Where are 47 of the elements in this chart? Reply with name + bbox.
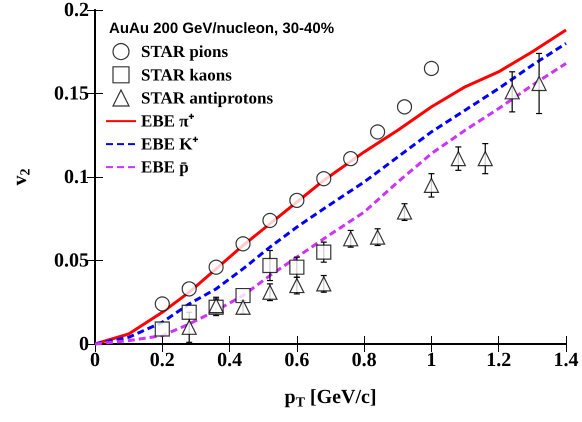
- x-tick-label: 0.8: [352, 349, 377, 371]
- point: [262, 212, 278, 228]
- point: [262, 284, 278, 300]
- point: [316, 171, 332, 186]
- point: [450, 151, 466, 166]
- y-tick-label: 0.2: [64, 0, 89, 21]
- point: [343, 231, 358, 246]
- legend-label: EBE π⁺: [141, 112, 195, 131]
- point: [504, 84, 520, 100]
- point: [424, 60, 440, 76]
- point: [235, 300, 251, 315]
- legend-label: STAR pions: [141, 42, 228, 62]
- x-tick-label: 1.2: [486, 349, 512, 371]
- point: [262, 258, 278, 274]
- legend-label: STAR antiprotons: [141, 88, 274, 108]
- y-tick-label: 0.05: [54, 250, 89, 272]
- legend-title: AuAu 200 GeV/nucleon, 30-40%: [109, 20, 334, 37]
- x-tick-label: 1: [426, 349, 436, 371]
- point: [424, 178, 440, 193]
- point: [182, 281, 197, 296]
- point: [289, 260, 304, 275]
- point: [182, 320, 197, 335]
- point: [531, 76, 547, 92]
- point: [396, 204, 412, 220]
- point: [343, 151, 358, 166]
- point: [289, 192, 304, 208]
- point: [370, 230, 386, 245]
- point: [208, 260, 224, 275]
- point: [235, 236, 251, 252]
- x-tick-label: 0.4: [217, 349, 242, 371]
- legend-label: EBE K⁺: [141, 134, 198, 154]
- y-tick-label: 0: [79, 333, 89, 355]
- point: [478, 151, 493, 166]
- point: [316, 276, 332, 292]
- legend-label: EBE p̄: [141, 158, 189, 177]
- y-tick-label: 0.1: [64, 166, 89, 188]
- point: [182, 304, 197, 320]
- x-tick-label: 0.6: [284, 349, 310, 371]
- y-tick-label: 0.15: [54, 82, 89, 104]
- point: [154, 296, 170, 312]
- point: [154, 321, 170, 337]
- legend-label: STAR kaons: [141, 65, 232, 84]
- x-tick-label: 0.2: [150, 349, 175, 371]
- y-axis-title: v2: [9, 168, 34, 186]
- point: [235, 288, 251, 304]
- point: [316, 244, 332, 260]
- x-tick-label: 1.4: [554, 349, 578, 371]
